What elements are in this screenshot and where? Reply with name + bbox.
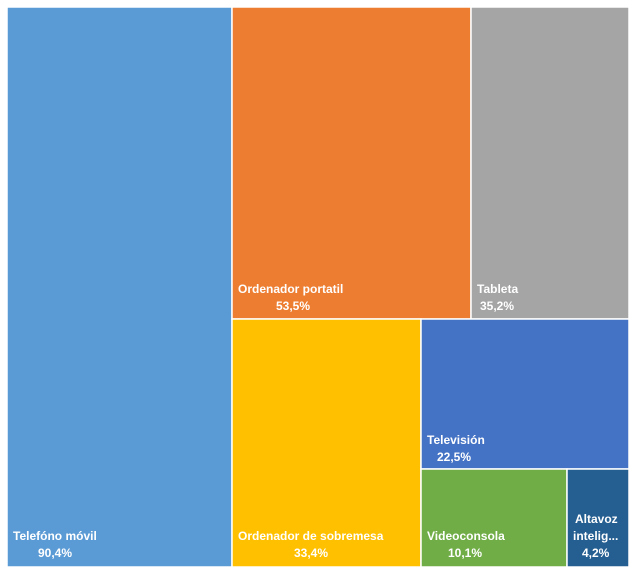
tile-ordenador-sobremesa xyxy=(231,318,422,568)
tile-television xyxy=(420,318,630,470)
tile-ordenador-sobremesa-value: 33,4% xyxy=(294,546,328,560)
tile-ordenador-portatil-label: Ordenador portatil xyxy=(238,282,343,296)
tile-telefono-movil-value: 90,4% xyxy=(38,546,72,560)
tile-videoconsola-label: Videoconsola xyxy=(427,529,505,543)
tile-ordenador-portatil-value: 53,5% xyxy=(276,299,310,313)
tile-telefono-movil-label: Telefóno móvil xyxy=(13,529,97,543)
tile-telefono-movil xyxy=(6,6,233,568)
tile-tableta xyxy=(470,6,630,320)
tile-altavoz-label-line2: intelig... xyxy=(573,529,618,543)
tile-television-value: 22,5% xyxy=(437,450,471,464)
tile-ordenador-sobremesa-label: Ordenador de sobremesa xyxy=(238,529,384,543)
tile-tableta-value: 35,2% xyxy=(480,299,514,313)
tile-altavoz-value: 4,2% xyxy=(582,546,610,560)
tile-television-label: Televisión xyxy=(427,433,485,447)
tile-videoconsola xyxy=(420,468,568,568)
tile-altavoz-inteligente xyxy=(566,468,630,568)
tile-videoconsola-value: 10,1% xyxy=(448,546,482,560)
tile-tableta-label: Tableta xyxy=(477,282,518,296)
tile-altavoz-label-line1: Altavoz xyxy=(575,512,618,526)
tile-ordenador-portatil xyxy=(231,6,472,320)
